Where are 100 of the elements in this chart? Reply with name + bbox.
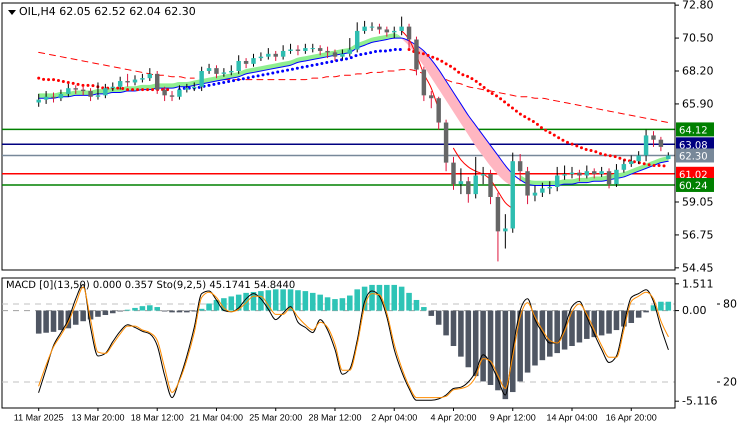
candlestick bbox=[473, 156, 478, 199]
candlestick bbox=[170, 90, 174, 102]
bar bbox=[436, 310, 442, 325]
bar bbox=[36, 310, 42, 334]
x-tick-label: 13 Mar 20:00 bbox=[71, 412, 124, 422]
candlestick bbox=[296, 44, 300, 56]
bar bbox=[398, 286, 404, 311]
y-tick-label: 72.80 bbox=[682, 0, 714, 12]
bar bbox=[280, 289, 286, 311]
candlestick bbox=[540, 182, 545, 198]
candlestick bbox=[318, 44, 322, 56]
x-tick-label: 11 Mar 2025 bbox=[14, 412, 64, 422]
y-tick-label: 68.20 bbox=[682, 64, 714, 78]
bar bbox=[80, 310, 86, 322]
bar bbox=[228, 296, 234, 311]
candlestick bbox=[362, 20, 367, 34]
candlestick bbox=[162, 86, 167, 102]
candlestick bbox=[562, 164, 567, 180]
candlestick bbox=[599, 166, 604, 178]
bar bbox=[598, 310, 604, 336]
bar bbox=[272, 289, 279, 311]
candlestick bbox=[58, 89, 64, 102]
candlestick bbox=[66, 83, 71, 98]
candlestick bbox=[96, 82, 100, 100]
candlestick bbox=[392, 26, 396, 39]
candlestick bbox=[377, 23, 382, 34]
candlestick bbox=[288, 43, 293, 54]
x-tick-label: 9 Apr 12:00 bbox=[490, 412, 536, 422]
bar bbox=[154, 307, 160, 311]
bar bbox=[110, 310, 116, 314]
candlestick bbox=[532, 185, 538, 202]
candlestick bbox=[548, 180, 552, 195]
candlestick bbox=[658, 136, 664, 152]
bar bbox=[317, 294, 323, 311]
candlestick bbox=[348, 38, 352, 58]
candlestick bbox=[177, 84, 182, 100]
bar bbox=[72, 310, 79, 325]
candlestick bbox=[570, 166, 574, 179]
chart-title: OIL,H4 62.05 62.52 62.04 62.30 bbox=[19, 5, 196, 18]
bar bbox=[547, 310, 553, 357]
candlestick bbox=[554, 166, 560, 192]
candlestick bbox=[614, 164, 619, 188]
candlestick bbox=[629, 154, 634, 168]
candlestick bbox=[280, 44, 286, 60]
y2-tick-label: 80 bbox=[723, 298, 737, 311]
candlestick bbox=[518, 154, 522, 182]
ref-line-label: 62.30 bbox=[679, 151, 708, 162]
bar bbox=[666, 302, 672, 311]
candlestick bbox=[636, 150, 641, 165]
bar bbox=[466, 310, 472, 368]
candlestick bbox=[125, 73, 130, 88]
ref-line-label: 64.12 bbox=[679, 125, 708, 136]
candlestick bbox=[236, 54, 241, 74]
candlestick bbox=[244, 58, 248, 69]
y-tick-label: 70.50 bbox=[682, 32, 714, 45]
candlestick bbox=[154, 70, 160, 94]
y-tick-label: -5.116 bbox=[682, 394, 718, 408]
ref-line-label: 63.08 bbox=[679, 140, 708, 152]
bar bbox=[347, 296, 353, 311]
bar bbox=[302, 291, 308, 311]
y2-tick-label: 20 bbox=[723, 376, 737, 389]
bar bbox=[554, 310, 560, 354]
candlestick bbox=[644, 129, 648, 162]
bar bbox=[472, 310, 478, 376]
candlestick bbox=[384, 26, 390, 38]
candlestick bbox=[148, 68, 152, 82]
bar bbox=[636, 310, 642, 318]
candlestick bbox=[303, 43, 308, 54]
candlestick bbox=[406, 23, 412, 49]
candlestick bbox=[251, 53, 256, 68]
candlestick bbox=[577, 169, 582, 182]
candlestick bbox=[466, 176, 471, 204]
x-tick-label: 21 Mar 04:00 bbox=[190, 412, 243, 422]
candlestick bbox=[325, 46, 330, 59]
bar bbox=[628, 310, 634, 323]
candlestick bbox=[584, 164, 590, 179]
bar bbox=[540, 310, 546, 360]
candlestick bbox=[592, 168, 596, 179]
candlestick bbox=[488, 169, 493, 205]
candlestick bbox=[354, 22, 360, 53]
candlestick bbox=[88, 88, 93, 102]
candlestick bbox=[199, 66, 204, 92]
y-tick-label: 56.75 bbox=[682, 228, 714, 242]
bar bbox=[428, 310, 434, 316]
x-tick-label: 4 Apr 20:00 bbox=[430, 412, 477, 422]
candlestick bbox=[606, 168, 612, 189]
candlestick bbox=[103, 83, 108, 99]
bar bbox=[310, 292, 316, 311]
bar bbox=[354, 289, 360, 311]
y-tick-label: 59.05 bbox=[682, 196, 714, 209]
x-tick-label: 28 Mar 12:00 bbox=[308, 412, 362, 422]
candlestick bbox=[206, 63, 212, 74]
ref-line-label: 60.24 bbox=[679, 180, 708, 192]
bar bbox=[384, 284, 390, 311]
bar bbox=[480, 310, 486, 382]
candlestick bbox=[458, 168, 464, 195]
bar bbox=[517, 310, 523, 382]
bar bbox=[421, 307, 427, 311]
candlestick bbox=[399, 16, 404, 36]
bar bbox=[502, 310, 508, 400]
